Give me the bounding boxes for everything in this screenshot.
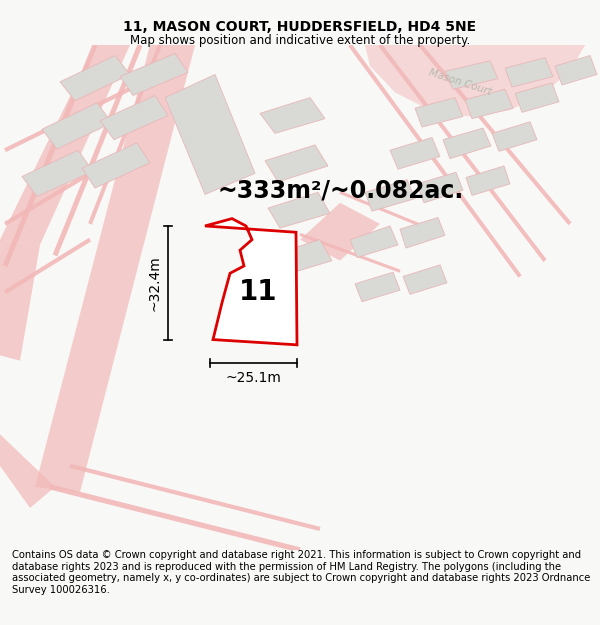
Polygon shape xyxy=(443,128,491,159)
Polygon shape xyxy=(340,191,431,231)
Polygon shape xyxy=(49,484,301,552)
Polygon shape xyxy=(349,44,521,278)
Polygon shape xyxy=(120,53,188,96)
Polygon shape xyxy=(42,103,112,149)
Polygon shape xyxy=(415,98,463,127)
Polygon shape xyxy=(265,145,328,182)
Text: ~25.1m: ~25.1m xyxy=(226,371,281,385)
Polygon shape xyxy=(260,98,325,133)
Polygon shape xyxy=(555,56,597,85)
Polygon shape xyxy=(268,192,330,228)
Polygon shape xyxy=(390,138,440,169)
Polygon shape xyxy=(82,143,150,188)
Text: ~32.4m: ~32.4m xyxy=(148,255,162,311)
Polygon shape xyxy=(515,83,559,112)
Polygon shape xyxy=(365,179,415,211)
Polygon shape xyxy=(403,265,447,294)
Polygon shape xyxy=(505,58,553,87)
Polygon shape xyxy=(270,239,332,276)
Polygon shape xyxy=(350,226,398,258)
Polygon shape xyxy=(365,45,585,116)
Polygon shape xyxy=(466,166,510,196)
Text: 11: 11 xyxy=(239,278,277,306)
Polygon shape xyxy=(445,61,498,89)
Polygon shape xyxy=(60,56,130,101)
Polygon shape xyxy=(419,44,571,225)
Polygon shape xyxy=(299,233,400,272)
Text: Mason Court: Mason Court xyxy=(427,67,493,97)
Polygon shape xyxy=(100,96,168,140)
Polygon shape xyxy=(22,150,93,196)
Polygon shape xyxy=(3,44,97,267)
Polygon shape xyxy=(355,272,400,302)
Polygon shape xyxy=(4,154,121,226)
Polygon shape xyxy=(165,74,255,194)
Polygon shape xyxy=(300,202,380,261)
Polygon shape xyxy=(70,464,320,531)
Polygon shape xyxy=(0,239,40,361)
Polygon shape xyxy=(88,44,162,224)
Text: Contains OS data © Crown copyright and database right 2021. This information is : Contains OS data © Crown copyright and d… xyxy=(12,550,590,595)
Polygon shape xyxy=(417,173,463,203)
Polygon shape xyxy=(0,45,130,245)
Polygon shape xyxy=(53,44,142,256)
Text: Map shows position and indicative extent of the property.: Map shows position and indicative extent… xyxy=(130,34,470,47)
Polygon shape xyxy=(400,217,445,248)
Polygon shape xyxy=(492,122,537,151)
Polygon shape xyxy=(379,44,547,262)
Text: 11, MASON COURT, HUDDERSFIELD, HD4 5NE: 11, MASON COURT, HUDDERSFIELD, HD4 5NE xyxy=(124,20,476,34)
Polygon shape xyxy=(0,434,55,508)
Polygon shape xyxy=(35,45,195,492)
Text: ~333m²/~0.082ac.: ~333m²/~0.082ac. xyxy=(218,179,464,202)
Polygon shape xyxy=(465,89,513,119)
Polygon shape xyxy=(4,238,91,294)
Polygon shape xyxy=(205,219,297,345)
Polygon shape xyxy=(4,74,156,152)
